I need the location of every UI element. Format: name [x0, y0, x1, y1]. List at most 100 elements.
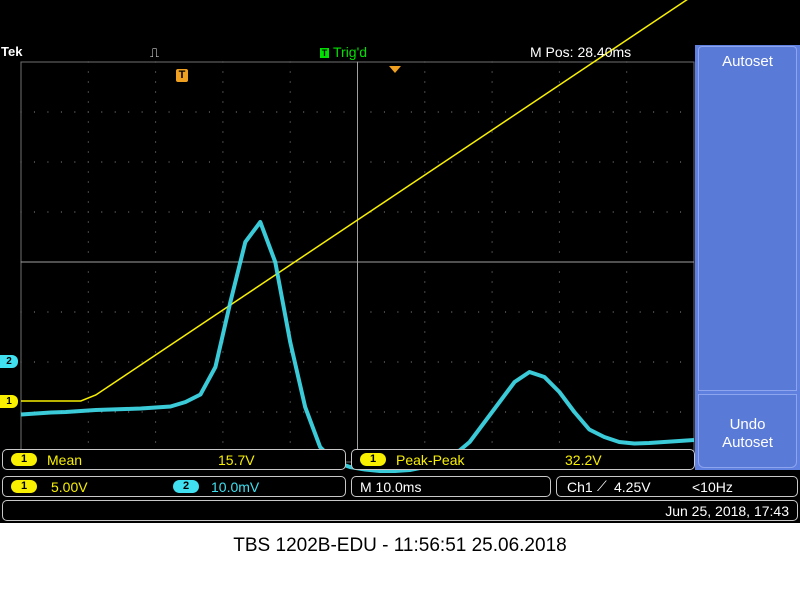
grid-dot	[464, 361, 466, 363]
grid-dot	[451, 211, 453, 213]
grid-dot	[155, 141, 157, 143]
grid-dot	[424, 101, 426, 103]
grid-dot	[155, 161, 157, 163]
measurement-mean[interactable]: 1 Mean 15.7V	[2, 449, 346, 470]
grid-dot	[155, 301, 157, 303]
grid-dot	[491, 281, 493, 283]
grid-dot	[87, 121, 89, 123]
measurement-label: Peak-Peak	[396, 452, 465, 468]
grid-dot	[505, 211, 507, 213]
grid-dot	[303, 161, 305, 163]
ch1-ground-marker[interactable]: 1	[0, 395, 18, 408]
trigger-time-marker-label: T	[178, 69, 186, 81]
grid-dot	[303, 111, 305, 113]
grid-dot	[491, 401, 493, 403]
grid-dot	[424, 331, 426, 333]
grid-dot	[383, 361, 385, 363]
grid-dot	[451, 111, 453, 113]
grid-dot	[128, 311, 130, 313]
grid-dot	[558, 241, 560, 243]
grid-dot	[303, 311, 305, 313]
grid-dot	[289, 321, 291, 323]
grid-dot	[141, 411, 143, 413]
grid-dot	[518, 361, 520, 363]
grid-dot	[626, 271, 628, 273]
grid-dot	[316, 161, 318, 163]
grid-dot	[558, 181, 560, 183]
grid-dot	[289, 371, 291, 373]
measurement-peak-peak[interactable]: 1 Peak-Peak 32.2V	[351, 449, 695, 470]
grid-dot	[558, 211, 560, 213]
grid-dot	[491, 421, 493, 423]
grid-dot	[491, 101, 493, 103]
grid-dot	[491, 221, 493, 223]
grid-dot	[437, 211, 439, 213]
grid-dot	[639, 411, 641, 413]
grid-dot	[437, 361, 439, 363]
grid-dot	[626, 181, 628, 183]
grid-dot	[666, 211, 668, 213]
grid-dot	[87, 371, 89, 373]
grid-dot	[289, 111, 291, 113]
grid-dot	[558, 371, 560, 373]
timebase[interactable]: M 10.0ms	[351, 476, 551, 497]
grid-dot	[639, 161, 641, 163]
grid-dot	[87, 291, 89, 293]
grid-dot	[330, 361, 332, 363]
grid-dot	[491, 241, 493, 243]
grid-dot	[155, 231, 157, 233]
date-time: Jun 25, 2018, 17:43	[665, 503, 789, 519]
grid-dot	[141, 111, 143, 113]
grid-dot	[599, 411, 601, 413]
acquire-pulse-icon: ⎍	[150, 45, 160, 60]
grid-dot	[155, 291, 157, 293]
grid-dot	[397, 111, 399, 113]
grid-dot	[87, 191, 89, 193]
grid-dot	[518, 211, 520, 213]
grid-dot	[626, 131, 628, 133]
top-status-bar: Tek ⎍ T Trig'd M Pos: 28.40ms	[0, 43, 695, 62]
grid-dot	[195, 211, 197, 213]
autoset-button[interactable]: Autoset	[698, 46, 797, 391]
grid-dot	[235, 411, 237, 413]
grid-dot	[155, 191, 157, 193]
grid-dot	[316, 311, 318, 313]
grid-dot	[208, 211, 210, 213]
undo-autoset-button[interactable]: Undo Autoset	[698, 394, 797, 468]
grid-dot	[491, 171, 493, 173]
grid-dot	[222, 321, 224, 323]
grid-dot	[558, 191, 560, 193]
trigger-position-marker	[389, 60, 401, 73]
grid-dot	[343, 361, 345, 363]
grid-dot	[235, 161, 237, 163]
grid-dot	[182, 211, 184, 213]
grid-dot	[87, 181, 89, 183]
measurement-label: Mean	[47, 452, 83, 468]
grid-dot	[155, 121, 157, 123]
grid-dot	[222, 111, 224, 113]
grid-dot	[128, 411, 130, 413]
grid-dot	[289, 121, 291, 123]
grid-dot	[303, 411, 305, 413]
grid-dot	[653, 311, 655, 313]
grid-dot	[491, 431, 493, 433]
grid-dot	[101, 111, 103, 113]
grid-dot	[155, 271, 157, 273]
grid-dot	[87, 141, 89, 143]
grid-dot	[505, 111, 507, 113]
grid-dot	[424, 411, 426, 413]
grid-dot	[424, 401, 426, 403]
trigger-settings[interactable]: Ch1 ⟋ 4.25V <10Hz	[556, 476, 798, 497]
grid-dot	[47, 211, 49, 213]
ch1-line	[21, 0, 688, 402]
grid-dot	[626, 361, 628, 363]
channel-scales[interactable]: 1 5.00V 2 10.0mV	[2, 476, 346, 497]
grid-dot	[558, 111, 560, 113]
measurement-value: 15.7V	[218, 452, 255, 468]
grid-dot	[155, 251, 157, 253]
grid-dot	[289, 171, 291, 173]
grid-dot	[343, 211, 345, 213]
ch2-ground-marker[interactable]: 2	[0, 355, 18, 368]
grid-dot	[222, 211, 224, 213]
grid-dot	[626, 121, 628, 123]
